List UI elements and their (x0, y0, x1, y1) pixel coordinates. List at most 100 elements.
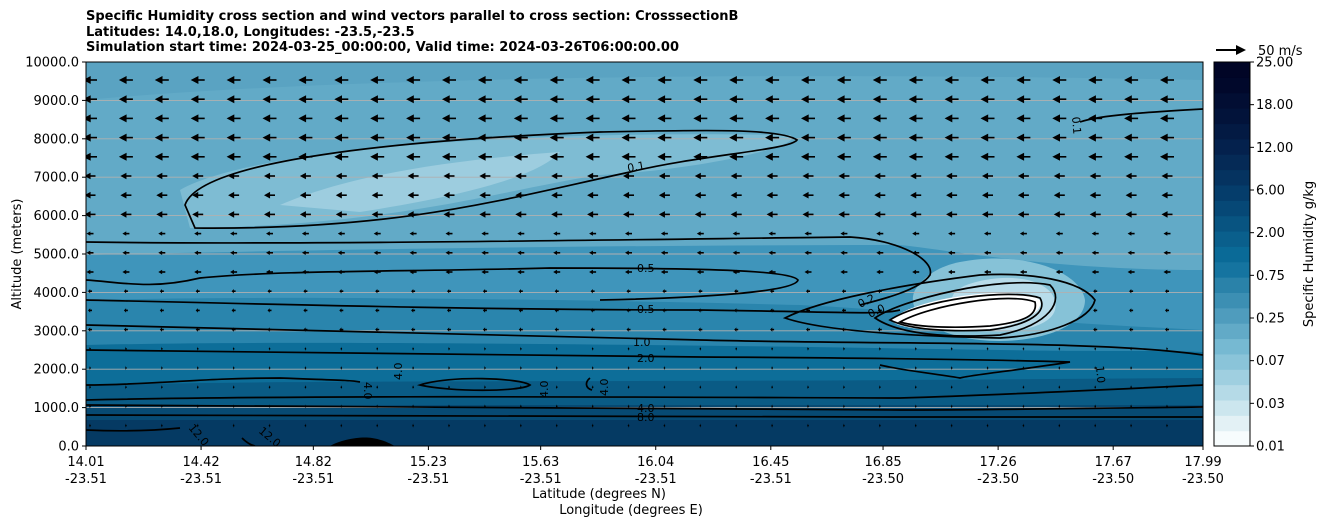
wind-vector-head (448, 385, 450, 390)
x-axis-label-latitude: Latitude (degrees N) (532, 487, 666, 502)
wind-vector-head (481, 231, 486, 236)
wind-vector-head (914, 365, 916, 371)
wind-vector-head (625, 231, 629, 236)
wind-vector-head (154, 95, 163, 104)
wind-vector-head (657, 133, 666, 142)
wind-vector-head (948, 269, 952, 275)
wind-vector-head (1017, 172, 1024, 180)
wind-vector-head (1160, 152, 1168, 161)
colorbar-band (1214, 323, 1250, 340)
wind-vector-head (298, 152, 307, 161)
wind-vector-head (370, 95, 378, 104)
wind-vector-head (735, 385, 737, 390)
colorbar-band (1214, 246, 1250, 263)
wind-vector-head (914, 404, 916, 409)
colorbar-label: Specific Humidity g/kg (1302, 181, 1317, 327)
wind-vector-head (1124, 133, 1132, 142)
wind-vector-head (230, 250, 234, 255)
wind-vector-head (334, 114, 342, 123)
wind-vector-head (156, 172, 163, 180)
wind-vector-head (1094, 346, 1096, 351)
wind-vector-head (946, 211, 953, 218)
wind-vector-head (626, 308, 629, 313)
wind-vector-head (908, 152, 917, 161)
wind-vector-head (734, 289, 737, 294)
wind-vector-head (232, 385, 234, 390)
wind-vector-head (879, 385, 880, 390)
wind-vector-head (693, 152, 701, 161)
colorbar-frame (1213, 61, 1251, 447)
wind-vector-head (515, 172, 522, 180)
wind-vector-head (262, 152, 271, 161)
wind-vector-head (729, 152, 737, 161)
wind-vector-head (190, 152, 199, 161)
wind-vector-head (194, 231, 199, 236)
contour-0.1-right (1079, 108, 1203, 123)
wind-vector-head (125, 346, 126, 351)
wind-vector-head (838, 211, 845, 218)
wind-vector-head (1016, 76, 1025, 84)
wind-vector-head (370, 152, 378, 161)
colorbar-tick-label: 12.00 (1256, 141, 1293, 156)
wind-vector-head (340, 385, 342, 390)
wind-vector-head (766, 211, 773, 218)
x-tick-latitude: 16.85 (864, 455, 901, 470)
wind-vector-head (1091, 231, 1096, 236)
colorbar-band (1214, 277, 1250, 293)
wind-vector-head (448, 346, 450, 351)
wind-vector-head (1053, 211, 1060, 218)
wind-vector-head (298, 114, 307, 123)
wind-vector-head (407, 191, 414, 199)
wind-vector-head (161, 404, 162, 409)
wind-vector-head (196, 365, 198, 371)
wind-vector-head (86, 191, 91, 199)
contour-8.0 (86, 414, 1203, 418)
x-tick-latitude: 14.42 (182, 455, 219, 470)
wind-vector-head (335, 172, 342, 180)
wind-vector-head (335, 191, 342, 199)
wind-vector-head (513, 95, 522, 104)
wind-vector-head (196, 423, 198, 428)
wind-vector-head (334, 133, 342, 142)
contour-label: 0.1 (1069, 116, 1083, 135)
wind-vector-head (1088, 152, 1096, 161)
wind-vector-head (228, 191, 235, 199)
wind-vector-head (376, 385, 378, 390)
wind-vector-head (412, 404, 414, 409)
wind-vector-head (627, 423, 629, 428)
wind-vector-head (303, 327, 306, 332)
wind-vector-head (1019, 250, 1024, 255)
wind-vector-head (555, 404, 557, 409)
wind-vector-head (980, 95, 989, 104)
wind-vector-head (266, 231, 270, 236)
wind-vector-head (984, 231, 988, 236)
wind-vector-head (406, 95, 414, 104)
wind-vector-head (447, 327, 450, 332)
wind-vector-head (226, 133, 235, 142)
wind-vector-head (86, 114, 91, 123)
x-tick-longitude: -23.51 (407, 472, 449, 487)
wind-vector-head (908, 133, 917, 142)
wind-vector-head (517, 269, 522, 275)
wind-vector-head (1017, 211, 1024, 218)
wind-vector-head (482, 289, 486, 294)
wind-vector-head (730, 211, 737, 218)
wind-vector-head (555, 365, 557, 371)
wind-vector-head (589, 269, 593, 275)
wind-vector-head (980, 152, 989, 161)
wind-vector-head (662, 308, 665, 313)
wind-vector-head (843, 404, 844, 409)
wind-vector-head (872, 114, 881, 123)
wind-vector-head (482, 327, 486, 332)
wind-vector-head (555, 385, 557, 390)
wind-vector-head (335, 211, 342, 218)
fill-top-band (86, 62, 1203, 100)
wind-vector-head (232, 423, 234, 428)
wind-vector-head (735, 365, 737, 371)
wind-vector-head (1089, 172, 1096, 180)
wind-vector-head (89, 423, 91, 428)
wind-vector-head (1125, 191, 1132, 199)
wind-vector-head (765, 152, 773, 161)
wind-vector-head (448, 365, 450, 371)
wind-vector-head (484, 385, 485, 390)
